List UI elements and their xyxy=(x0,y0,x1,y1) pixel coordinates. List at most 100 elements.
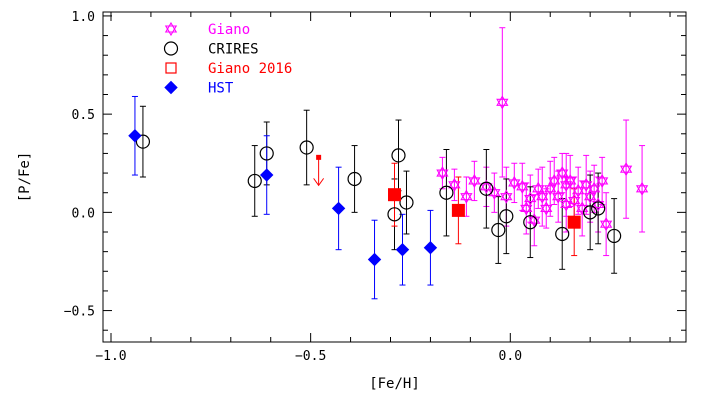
data-point xyxy=(576,201,589,216)
star-triangle xyxy=(548,173,561,185)
star-triangle xyxy=(584,189,597,201)
star-triangle xyxy=(528,213,541,224)
data-point xyxy=(556,165,569,181)
data-point xyxy=(128,129,142,143)
star-triangle xyxy=(520,204,533,216)
data-point xyxy=(595,173,609,189)
data-point xyxy=(347,171,362,187)
star-triangle xyxy=(580,177,593,189)
data-point xyxy=(367,252,382,267)
legend-marker xyxy=(165,62,177,74)
x-tick-label: −1.0 xyxy=(95,349,126,364)
legend-marker xyxy=(164,21,178,37)
star-triangle xyxy=(536,193,549,204)
star-triangle xyxy=(595,177,609,189)
data-point xyxy=(552,189,565,204)
x-axis-label: [Fe/H] xyxy=(369,376,420,392)
star-triangle xyxy=(164,25,178,37)
plot-frame xyxy=(102,11,687,343)
axis-ticks: −1.0 −0.5 0.0 −0.5 0.0 0.5 1.0 xyxy=(64,10,686,364)
star-triangle xyxy=(516,183,529,194)
data-point xyxy=(260,168,274,182)
star-triangle xyxy=(532,185,545,196)
data-point xyxy=(480,179,493,194)
data-point xyxy=(568,193,581,208)
legend-label: HST xyxy=(208,81,234,97)
star-triangle xyxy=(500,193,513,204)
star-triangle xyxy=(560,200,573,212)
y-tick-label: 0.0 xyxy=(72,206,95,221)
data-point xyxy=(567,215,581,229)
star-triangle xyxy=(520,201,533,212)
star-triangle xyxy=(496,95,509,106)
star-triangle xyxy=(480,179,493,191)
data-point xyxy=(540,201,553,216)
star-triangle xyxy=(552,193,565,204)
star-triangle xyxy=(436,165,449,177)
star-triangle xyxy=(460,189,473,201)
star-triangle xyxy=(436,169,449,181)
data-point xyxy=(599,217,613,232)
star-triangle xyxy=(468,173,481,185)
star-triangle xyxy=(468,177,481,189)
star-triangle xyxy=(480,183,493,194)
data-point xyxy=(584,189,597,204)
data-point xyxy=(520,201,533,216)
star-triangle xyxy=(635,181,649,193)
legend-marker xyxy=(164,80,178,95)
star-triangle xyxy=(572,187,585,198)
data-point xyxy=(564,173,577,189)
data-point xyxy=(387,207,402,222)
data-point xyxy=(299,140,314,155)
x-tick-label: −0.5 xyxy=(295,349,326,364)
legend: Giano CRIRES Giano 2016 HST xyxy=(163,21,292,97)
star-triangle xyxy=(568,193,581,205)
data-point xyxy=(451,203,465,217)
data-point xyxy=(607,228,622,244)
data-point xyxy=(423,241,438,255)
star-triangle xyxy=(488,189,501,200)
legend-label: Giano xyxy=(208,22,250,38)
data-point xyxy=(583,205,598,220)
star-triangle xyxy=(576,201,589,212)
star-triangle xyxy=(599,217,613,228)
star-triangle xyxy=(564,177,577,189)
data-point xyxy=(135,134,151,149)
star-triangle xyxy=(560,177,573,189)
data-point xyxy=(536,189,549,204)
legend-entry: Giano 2016 xyxy=(165,61,292,77)
legend-entry: HST xyxy=(164,80,234,97)
star-triangle xyxy=(595,173,609,185)
y-tick-label: 0.5 xyxy=(72,108,95,123)
data-point xyxy=(460,189,473,204)
star-triangle xyxy=(524,191,537,203)
data-point xyxy=(388,188,401,202)
star-triangle xyxy=(619,162,633,173)
star-triangle xyxy=(544,185,557,196)
star-triangle xyxy=(532,181,545,193)
legend-label: CRIRES xyxy=(208,42,259,58)
legend-marker xyxy=(163,41,179,56)
data-point xyxy=(591,201,606,216)
data-point xyxy=(259,146,274,161)
star-triangle xyxy=(508,175,521,187)
star-triangle xyxy=(576,204,589,216)
star-triangle xyxy=(556,169,569,181)
data-point xyxy=(391,148,406,163)
upper-limit-arrow xyxy=(313,154,325,187)
star-triangle xyxy=(448,177,461,189)
upper-limit-head xyxy=(313,178,325,187)
star-triangle xyxy=(536,189,549,201)
star-triangle xyxy=(544,181,557,193)
data-point xyxy=(247,173,262,189)
data-markers xyxy=(128,95,649,267)
star-triangle xyxy=(588,185,601,196)
data-point xyxy=(399,195,414,210)
data-point xyxy=(635,181,649,196)
data-point xyxy=(448,177,461,192)
data-point xyxy=(516,179,529,194)
data-point xyxy=(499,209,514,224)
legend-entry: CRIRES xyxy=(163,41,259,58)
data-point xyxy=(436,165,449,181)
